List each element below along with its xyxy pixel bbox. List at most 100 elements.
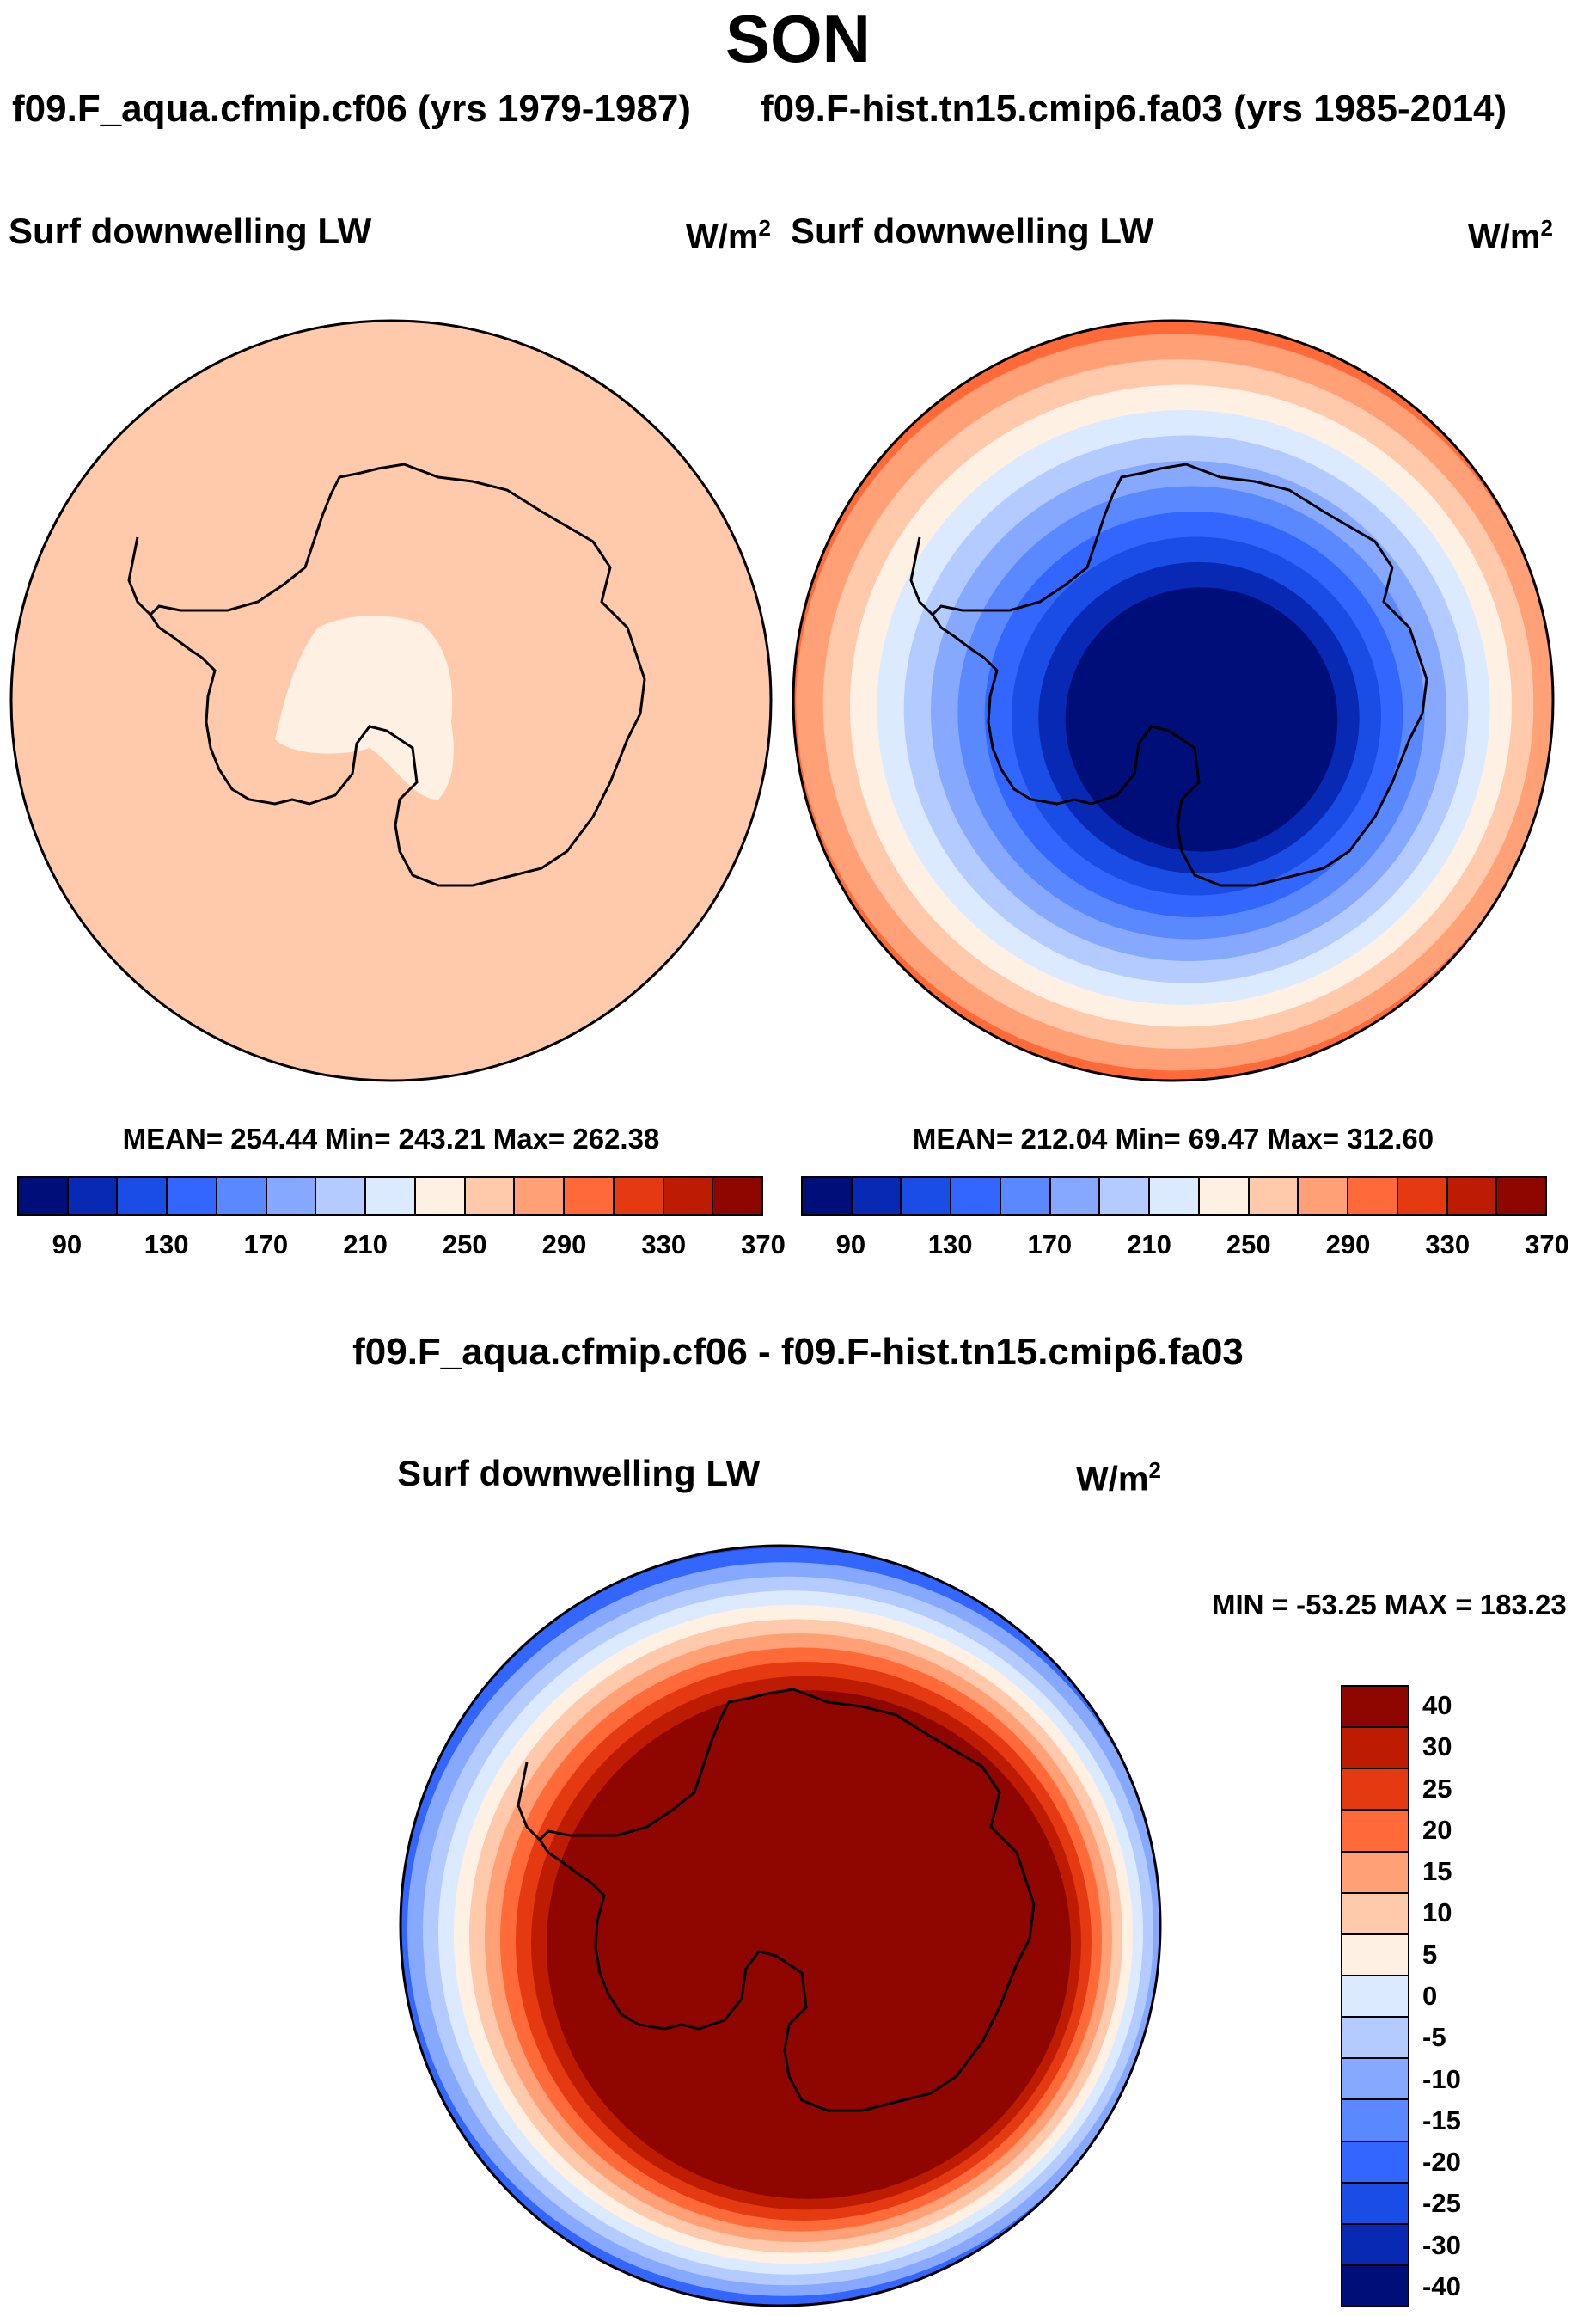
case2-colorbar-swatch-4 (1000, 1178, 1051, 1214)
case2-colorbar-swatch-0 (803, 1178, 853, 1214)
diff-colorbar-swatch-8 (1342, 2018, 1408, 2060)
case1-colorbar-tick-label: 290 (541, 1229, 587, 1259)
diff-colorbar-tick-label: 5 (1422, 1939, 1438, 1970)
case1-colorbar-swatch-8 (415, 1178, 466, 1214)
diff-colorbar-ticks: 40 30 25 20 15 10 5 0 -5 -10 -15 -20 -25 -30 -40 (1422, 1685, 1526, 2307)
diff-colorbar-swatch-14 (1342, 2265, 1408, 2307)
case2-colorbar-swatch-12 (1397, 1178, 1448, 1214)
case2-colorbar-tick-label: 90 (835, 1229, 866, 1259)
diff-colorbar-swatch-9 (1342, 2059, 1408, 2101)
case1-colorbar-tick-label: 210 (343, 1229, 388, 1259)
diff-colorbar-tick-label: 15 (1422, 1856, 1452, 1887)
case1-stats: MEAN= 254.44 Min= 243.21 Max= 262.38 (122, 1123, 660, 1155)
case1-colorbar-swatch-3 (168, 1178, 217, 1214)
case1-colorbar-tick-label: 370 (741, 1229, 786, 1259)
diff-colorbar-swatch-5 (1342, 1893, 1408, 1935)
case1-colorbar-swatch-0 (19, 1178, 69, 1214)
case2-colorbar-tick-label: 330 (1425, 1229, 1471, 1259)
case2-colorbar-swatch-6 (1100, 1178, 1151, 1214)
case2-title: f09.F-hist.tn15.cmip6.fa03 (yrs 1985-201… (761, 88, 1507, 130)
diff-colorbar-swatch-6 (1342, 1934, 1408, 1976)
case1-colorbar-swatch-10 (515, 1178, 566, 1214)
diff-antarctica-coastline (538, 1688, 1036, 2112)
diff-field-contours (401, 1546, 1160, 2306)
case2-colorbar-swatch-2 (902, 1178, 952, 1214)
case1-colorbar-swatch-9 (465, 1178, 516, 1214)
diff-colorbar-swatch-10 (1342, 2100, 1408, 2142)
diff-colorbar-swatch-12 (1342, 2183, 1408, 2225)
case2-colorbar-swatch-8 (1199, 1178, 1250, 1214)
diff-colorbar-tick-label: -40 (1422, 2270, 1461, 2301)
case1-colorbar-swatch-2 (118, 1178, 168, 1214)
case1-interior-patch (275, 616, 454, 800)
case1-variable: Surf downwelling LW (9, 211, 372, 251)
case2-colorbar-swatch-11 (1348, 1178, 1398, 1214)
case2-colorbar-swatch-1 (852, 1178, 902, 1214)
case2-colorbar-swatch-13 (1447, 1178, 1498, 1214)
diff-colorbar-tick-label: 40 (1422, 1690, 1452, 1721)
case1-colorbar (17, 1176, 763, 1216)
diff-colorbar-tick-label: 20 (1422, 1814, 1452, 1845)
case2-colorbar-tick-label: 250 (1226, 1229, 1271, 1259)
diff-colorbar-tick-label: 10 (1422, 1897, 1452, 1928)
case2-colorbar (801, 1176, 1547, 1216)
diff-title: f09.F_aqua.cfmip.cf06 - f09.F-hist.tn15.… (352, 1331, 1244, 1373)
case2-colorbar-tick-label: 210 (1127, 1229, 1171, 1259)
case2-units: W/m2 (1468, 215, 1553, 256)
diff-colorbar-swatch-4 (1342, 1852, 1408, 1894)
diff-colorbar-tick-label: 25 (1422, 1773, 1452, 1804)
case2-stats: MEAN= 212.04 Min= 69.47 Max= 312.60 (912, 1123, 1434, 1155)
case1-colorbar-swatch-1 (68, 1178, 119, 1214)
case2-colorbar-swatch-3 (951, 1178, 1001, 1214)
case1-colorbar-tick-label: 90 (52, 1229, 83, 1259)
diff-colorbar-tick-label: -5 (1422, 2022, 1446, 2053)
diff-units: W/m2 (1076, 1457, 1161, 1498)
diff-contour-11 (547, 1690, 1071, 2199)
case1-colorbar-swatch-4 (217, 1178, 267, 1214)
case1-antarctica-coastline (149, 463, 646, 887)
case2-colorbar-tick-label: 130 (927, 1229, 973, 1259)
case2-colorbar-swatch-5 (1050, 1178, 1101, 1214)
diff-colorbar-swatch-0 (1342, 1687, 1408, 1729)
case2-contour-11 (1065, 587, 1338, 852)
diff-colorbar-tick-label: 30 (1422, 1731, 1452, 1762)
case1-colorbar-swatch-7 (366, 1178, 416, 1214)
diff-colorbar-swatch-3 (1342, 1811, 1408, 1853)
diff-colorbar (1341, 1685, 1409, 2307)
case2-variable: Surf downwelling LW (791, 211, 1154, 251)
diff-variable: Surf downwelling LW (397, 1453, 761, 1493)
case2-antarctica-coastline (931, 463, 1428, 887)
case2-polar-map (792, 319, 1555, 1082)
case1-colorbar-tick-label: 130 (144, 1229, 189, 1259)
case2-colorbar-swatch-14 (1497, 1178, 1546, 1214)
case1-colorbar-swatch-5 (266, 1178, 317, 1214)
case1-colorbar-ticks: 90 130 170 210 250 290 330 370 (17, 1229, 786, 1264)
diff-colorbar-swatch-11 (1342, 2141, 1408, 2184)
case1-units: W/m2 (686, 215, 771, 256)
case2-colorbar-tick-label: 370 (1525, 1229, 1569, 1259)
case1-colorbar-tick-label: 170 (243, 1229, 289, 1259)
case1-colorbar-swatch-12 (614, 1178, 664, 1214)
diff-colorbar-swatch-13 (1342, 2224, 1408, 2266)
diff-colorbar-swatch-2 (1342, 1769, 1408, 1811)
diff-colorbar-swatch-1 (1342, 1728, 1408, 1770)
case2-colorbar-swatch-9 (1249, 1178, 1299, 1214)
case1-colorbar-swatch-11 (565, 1178, 615, 1214)
case2-colorbar-swatch-7 (1150, 1178, 1200, 1214)
case1-colorbar-swatch-13 (663, 1178, 714, 1214)
diff-colorbar-tick-label: -15 (1422, 2105, 1461, 2135)
diff-colorbar-tick-label: -10 (1422, 2063, 1461, 2094)
case2-colorbar-tick-label: 290 (1325, 1229, 1371, 1259)
case2-colorbar-swatch-10 (1299, 1178, 1349, 1214)
diff-colorbar-tick-label: -30 (1422, 2229, 1461, 2260)
diff-colorbar-swatch-7 (1342, 1976, 1408, 2019)
case2-colorbar-tick-label: 170 (1027, 1229, 1073, 1259)
season-title: SON (725, 1, 871, 77)
case2-field-contours (793, 321, 1553, 1081)
case1-title: f09.F_aqua.cfmip.cf06 (yrs 1979-1987) (12, 88, 691, 130)
diff-colorbar-tick-label: -20 (1422, 2147, 1461, 2178)
case2-colorbar-ticks: 90 130 170 210 250 290 330 370 (801, 1229, 1569, 1264)
diff-polar-map (399, 1544, 1162, 2307)
case1-colorbar-tick-label: 330 (641, 1229, 687, 1259)
case1-colorbar-swatch-6 (316, 1178, 367, 1214)
